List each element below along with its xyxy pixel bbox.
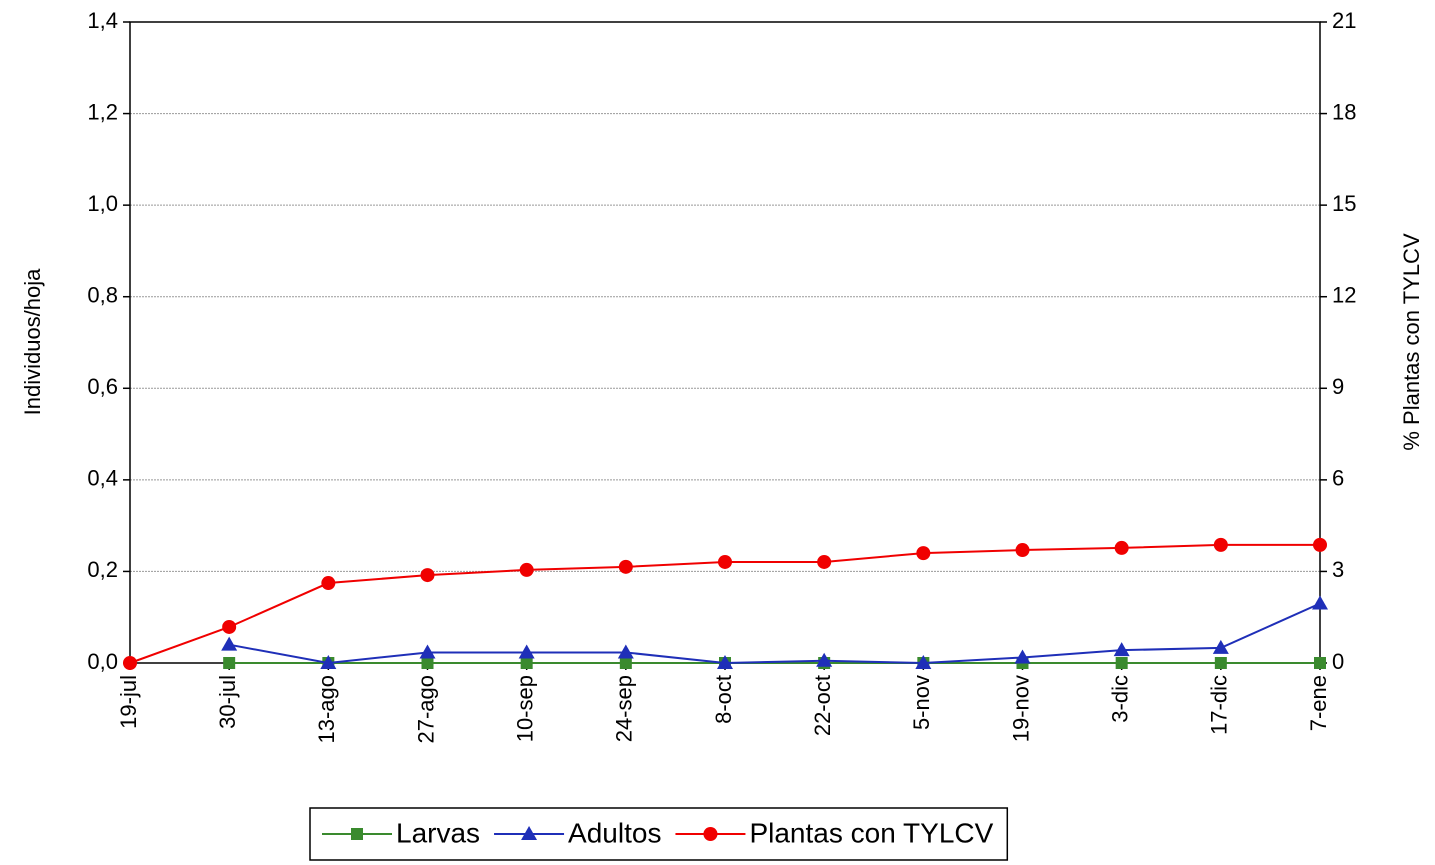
legend-label: Plantas con TYLCV <box>749 817 993 848</box>
data-point <box>1213 537 1228 552</box>
data-point <box>520 657 533 669</box>
legend-marker <box>521 826 538 840</box>
data-point <box>1313 537 1327 552</box>
data-point <box>617 644 634 659</box>
y2-tick-label: 0 <box>1332 649 1344 674</box>
data-point <box>421 657 434 669</box>
y-tick-label: 0,8 <box>87 283 118 308</box>
data-point <box>1214 657 1227 669</box>
data-point <box>718 554 732 569</box>
data-point <box>816 652 833 667</box>
data-point <box>1212 639 1229 654</box>
data-point <box>320 655 337 669</box>
legend-marker <box>703 827 718 841</box>
x-tick-label: 8-oct <box>711 675 736 724</box>
data-point <box>222 619 237 634</box>
legend: Larvas Adultos Plantas con TYLCV <box>309 807 1009 861</box>
y-tick-label: 1,4 <box>87 8 118 33</box>
data-point <box>817 554 832 569</box>
y2-tick-label: 15 <box>1332 191 1356 216</box>
y2-tick-label: 21 <box>1332 8 1356 33</box>
data-point <box>223 657 236 669</box>
data-point <box>915 655 932 669</box>
x-tick-label: 27-ago <box>413 675 438 744</box>
x-tick-label: 22-oct <box>810 675 835 736</box>
x-tick-label: 17-dic <box>1207 675 1232 735</box>
legend-label: Larvas <box>396 817 480 848</box>
data-point <box>1312 595 1328 610</box>
x-tick-label: 3-dic <box>1107 675 1132 723</box>
data-point <box>1015 543 1030 558</box>
data-point <box>1314 657 1326 669</box>
data-point <box>321 576 336 591</box>
data-point <box>916 546 931 561</box>
data-point <box>1014 649 1031 664</box>
x-tick-label: 19-nov <box>1008 675 1033 742</box>
y-axis-label: Individuos/hoja <box>20 268 45 416</box>
y-tick-label: 0,4 <box>87 466 118 491</box>
y2-tick-label: 6 <box>1332 466 1344 491</box>
y2-tick-label: 18 <box>1332 99 1356 124</box>
data-point <box>1113 642 1130 657</box>
data-point <box>420 568 435 583</box>
data-point <box>419 644 436 659</box>
legend-box <box>309 807 1009 861</box>
y-tick-label: 1,0 <box>87 191 118 216</box>
y2-tick-label: 12 <box>1332 283 1356 308</box>
data-point <box>619 657 632 669</box>
x-tick-label: 30-jul <box>215 675 240 729</box>
legend-label: Adultos <box>568 817 661 848</box>
data-point <box>123 656 137 670</box>
x-tick-label: 13-ago <box>314 675 339 744</box>
data-point <box>1114 540 1129 555</box>
y2-tick-label: 3 <box>1332 557 1344 582</box>
data-point <box>518 644 535 659</box>
y2-axis-label: % Plantas con TYLCV <box>1399 233 1424 451</box>
y2-tick-label: 9 <box>1332 374 1344 399</box>
x-tick-label: 10-sep <box>512 675 537 742</box>
x-tick-label: 5-nov <box>909 675 934 730</box>
y-tick-label: 0,6 <box>87 374 118 399</box>
x-tick-label: 24-sep <box>612 675 637 742</box>
y-tick-label: 0,2 <box>87 557 118 582</box>
data-point <box>519 562 534 577</box>
legend-marker <box>351 828 363 840</box>
data-point <box>221 636 238 651</box>
y-tick-label: 1,2 <box>87 99 118 124</box>
x-tick-label: 19-jul <box>116 675 141 729</box>
data-point <box>618 559 633 574</box>
x-tick-label: 7-ene <box>1306 675 1331 731</box>
y-tick-label: 0,0 <box>87 649 118 674</box>
data-point <box>717 655 733 669</box>
data-point <box>1115 657 1128 669</box>
series-line <box>228 602 1321 665</box>
